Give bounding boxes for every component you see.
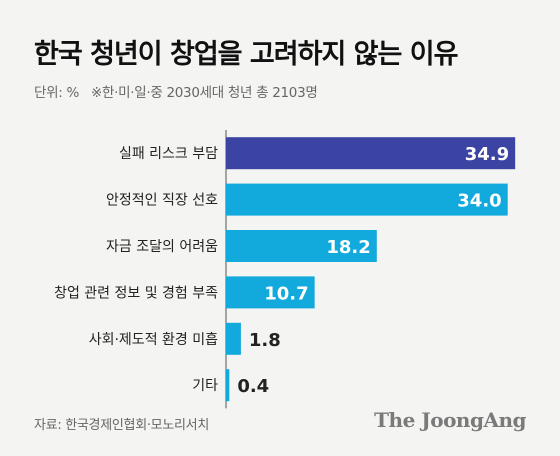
bar-4 (226, 322, 241, 355)
chart-title: 한국 청년이 창업을 고려하지 않는 이유 (34, 39, 458, 70)
bar-3 (226, 276, 315, 309)
survey-note: ※한·미·일·중 2030세대 청년 총 2103명 (91, 85, 318, 101)
category-label-3: 창업 관련 정보 및 경험 부족 (54, 285, 218, 301)
bar-2 (226, 230, 377, 262)
value-label-2: 18.2 (326, 237, 370, 258)
category-label-1: 안정적인 직장 선호 (106, 193, 218, 209)
category-label-4: 사회·제도적 환경 미흡 (89, 332, 218, 348)
chart-subtitle: 단위: % ※한·미·일·중 2030세대 청년 총 2103명 (34, 81, 318, 101)
bar-5 (226, 369, 230, 402)
category-label-2: 자금 조달의 어려움 (106, 239, 218, 255)
publisher-logo: The JoongAng (374, 408, 526, 432)
value-label-5: 0.4 (237, 376, 269, 397)
value-label-1: 34.0 (457, 191, 501, 212)
category-label-0: 실패 리스크 부담 (119, 146, 218, 162)
unit-label: 단위: % (34, 85, 80, 101)
value-label-3: 10.7 (264, 283, 308, 304)
source-credit: 자료: 한국경제인협회·모노리서치 (34, 418, 209, 433)
value-label-4: 1.8 (249, 330, 281, 351)
value-label-0: 34.9 (465, 144, 509, 165)
category-label-5: 기타 (192, 378, 218, 394)
bar-1 (226, 183, 508, 216)
bar-0 (226, 137, 516, 170)
